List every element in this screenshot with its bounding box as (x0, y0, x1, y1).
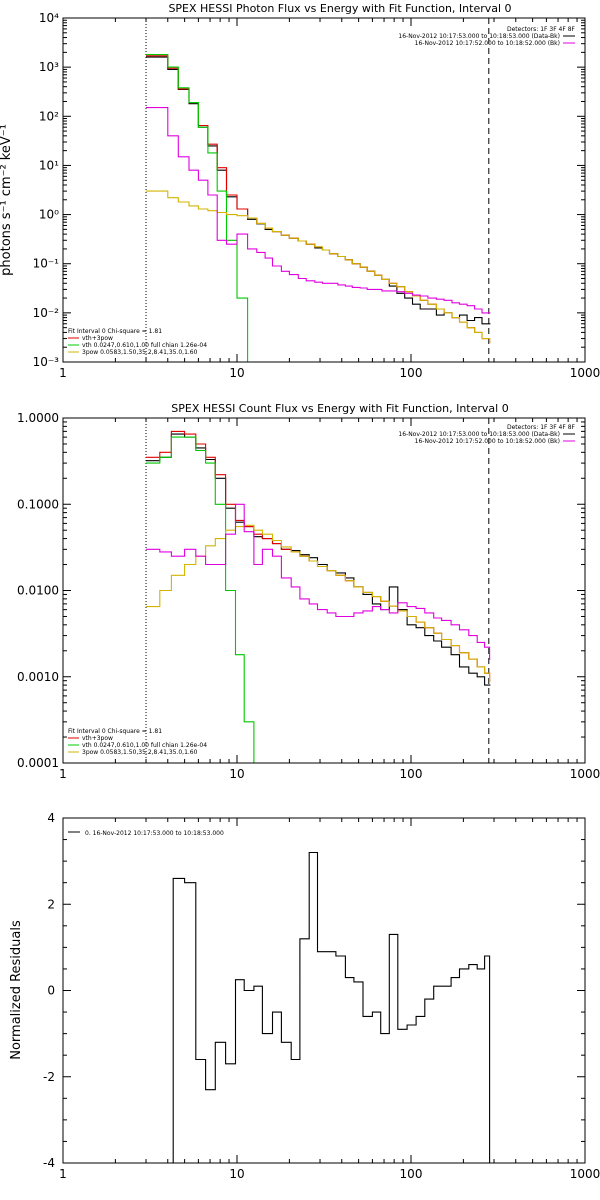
plot-frame (62, 817, 586, 1164)
series-vth (146, 436, 255, 764)
photon-flux-legend-bottom-left: Fit Interval 0 Chi-square = 1.81 vth+3po… (68, 328, 207, 356)
y-tick-label: 10¹ (39, 158, 59, 172)
count-flux-legend-top-right: Detectors: 1F 3F 4F 8F 16-Nov-2012 10:17… (398, 424, 575, 445)
y-tick-label: 10⁻¹ (33, 257, 60, 271)
residuals-panel: Normalized Residuals 1 10 100 1000 -4 -2 0 2 4 0… (9, 811, 600, 1181)
photon-flux-ylabel: photons s⁻¹ cm⁻² keV⁻¹ (0, 124, 14, 276)
legend-data-bk: 16-Nov-2012 10:17:53.000 to 10:18:53.000… (398, 33, 560, 40)
count-flux-ticks: 1 10 100 1000 0.0001 0.0010 0.0100 0.1000 1.0000 (17, 411, 600, 781)
y-tick-label: 10³ (39, 60, 59, 74)
x-tick-label: 10 (229, 767, 244, 781)
y-tick-label: 0 (47, 984, 55, 998)
legend-vth-3pow: vth+3pow (82, 335, 113, 342)
y-tick-label: 0.0001 (17, 756, 59, 770)
x-tick-label: 1 (59, 767, 67, 781)
legend-3pow: 3pow 0.0583,1.50,35.2,8.41,35.0,1.60 (82, 749, 198, 756)
count-flux-series (68, 418, 575, 764)
y-tick-label: 0.1000 (17, 497, 59, 511)
legend-fit-interval: Fit Interval 0 Chi-square = 1.81 (68, 728, 162, 735)
legend-vth: vth 0.0247,0.610,1.00 full chian 1.26e-0… (82, 742, 207, 749)
count-flux-frame (62, 417, 586, 764)
photon-flux-series (68, 18, 575, 363)
x-tick-label: 10 (229, 366, 244, 380)
legend-detectors: Detectors: 1F 3F 4F 8F (507, 424, 576, 431)
y-tick-label: 10⁰ (39, 208, 59, 222)
photon-flux-legend-top-right: Detectors: 1F 3F 4F 8F 16-Nov-2012 10:17… (398, 26, 575, 47)
series-data-bk (146, 433, 491, 686)
series-bk (146, 107, 491, 314)
x-tick-label: 1000 (570, 366, 600, 380)
photon-flux-ticks: 1 10 100 1000 10⁻³ 10⁻² 10⁻¹ 10⁰ 10¹ 10² 10³ 10⁴ (33, 11, 600, 380)
y-tick-label: 1.0000 (17, 411, 59, 425)
y-tick-label: -2 (43, 1070, 55, 1084)
x-tick-label: 1000 (570, 767, 600, 781)
series-vth (146, 54, 249, 363)
count-flux-title: SPEX HESSI Count Flux vs Energy with Fit… (171, 402, 508, 415)
y-tick-label: 4 (47, 811, 55, 825)
legend-vth: vth 0.0247,0.610,1.00 full chian 1.26e-0… (82, 342, 207, 349)
legend-bk: 16-Nov-2012 10:17:52.000 to 10:18:52.000… (415, 40, 560, 47)
y-tick-label: 10⁻³ (33, 355, 60, 369)
y-tick-label: -4 (43, 1156, 55, 1170)
count-flux-panel: SPEX HESSI Count Flux vs Energy with Fit… (17, 402, 600, 781)
series-3pow (146, 190, 491, 343)
x-tick-label: 100 (400, 1167, 423, 1181)
y-tick-label: 10² (39, 109, 59, 123)
legend-vth-3pow: vth+3pow (82, 735, 113, 742)
legend-fit-interval: Fit Interval 0 Chi-square = 1.81 (68, 328, 162, 335)
x-tick-label: 1 (59, 1167, 67, 1181)
legend-bk: 16-Nov-2012 10:17:52.000 to 10:18:52.000… (415, 438, 560, 445)
y-tick-label: 10⁻² (33, 306, 60, 320)
x-tick-label: 100 (400, 767, 423, 781)
x-tick-label: 1000 (570, 1167, 600, 1181)
series-0-16-nov-2012-10-17-53-000-to-10-18-53-000 (146, 851, 491, 1164)
x-tick-label: 1 (59, 366, 67, 380)
x-tick-label: 100 (400, 366, 423, 380)
y-tick-label: 0.0100 (17, 584, 59, 598)
photon-flux-panel: SPEX HESSI Photon Flux vs Energy with Fi… (0, 2, 600, 380)
residuals-ticks: 1 10 100 1000 -4 -2 0 2 4 (43, 811, 600, 1181)
x-tick-label: 10 (229, 1167, 244, 1181)
residuals-frame (62, 817, 586, 1164)
y-tick-label: 10⁴ (39, 11, 59, 25)
series-3pow (146, 524, 491, 682)
plot-frame (62, 417, 586, 764)
plot-frame (62, 17, 586, 363)
series-bk (146, 503, 491, 660)
legend-interval-0: 0. 16-Nov-2012 10:17:53.000 to 10:18:53.… (85, 830, 224, 837)
legend-3pow: 3pow 0.0583,1.50,35.2,8.41,35.0,1.60 (82, 349, 198, 356)
legend-detectors: Detectors: 1F 3F 4F 8F (507, 26, 576, 33)
legend-data-bk: 16-Nov-2012 10:17:53.000 to 10:18:53.000… (398, 431, 560, 438)
photon-flux-title: SPEX HESSI Photon Flux vs Energy with Fi… (168, 2, 511, 15)
residuals-ylabel: Normalized Residuals (9, 920, 24, 1060)
photon-flux-frame (62, 17, 586, 363)
series-data-bk (146, 56, 491, 325)
y-tick-label: 2 (47, 897, 55, 911)
y-tick-label: 0.0010 (17, 670, 59, 684)
count-flux-legend-bottom-left: Fit Interval 0 Chi-square = 1.81 vth+3po… (68, 728, 207, 756)
residuals-legend: 0. 16-Nov-2012 10:17:53.000 to 10:18:53.… (85, 830, 224, 837)
residuals-series (68, 831, 491, 1164)
